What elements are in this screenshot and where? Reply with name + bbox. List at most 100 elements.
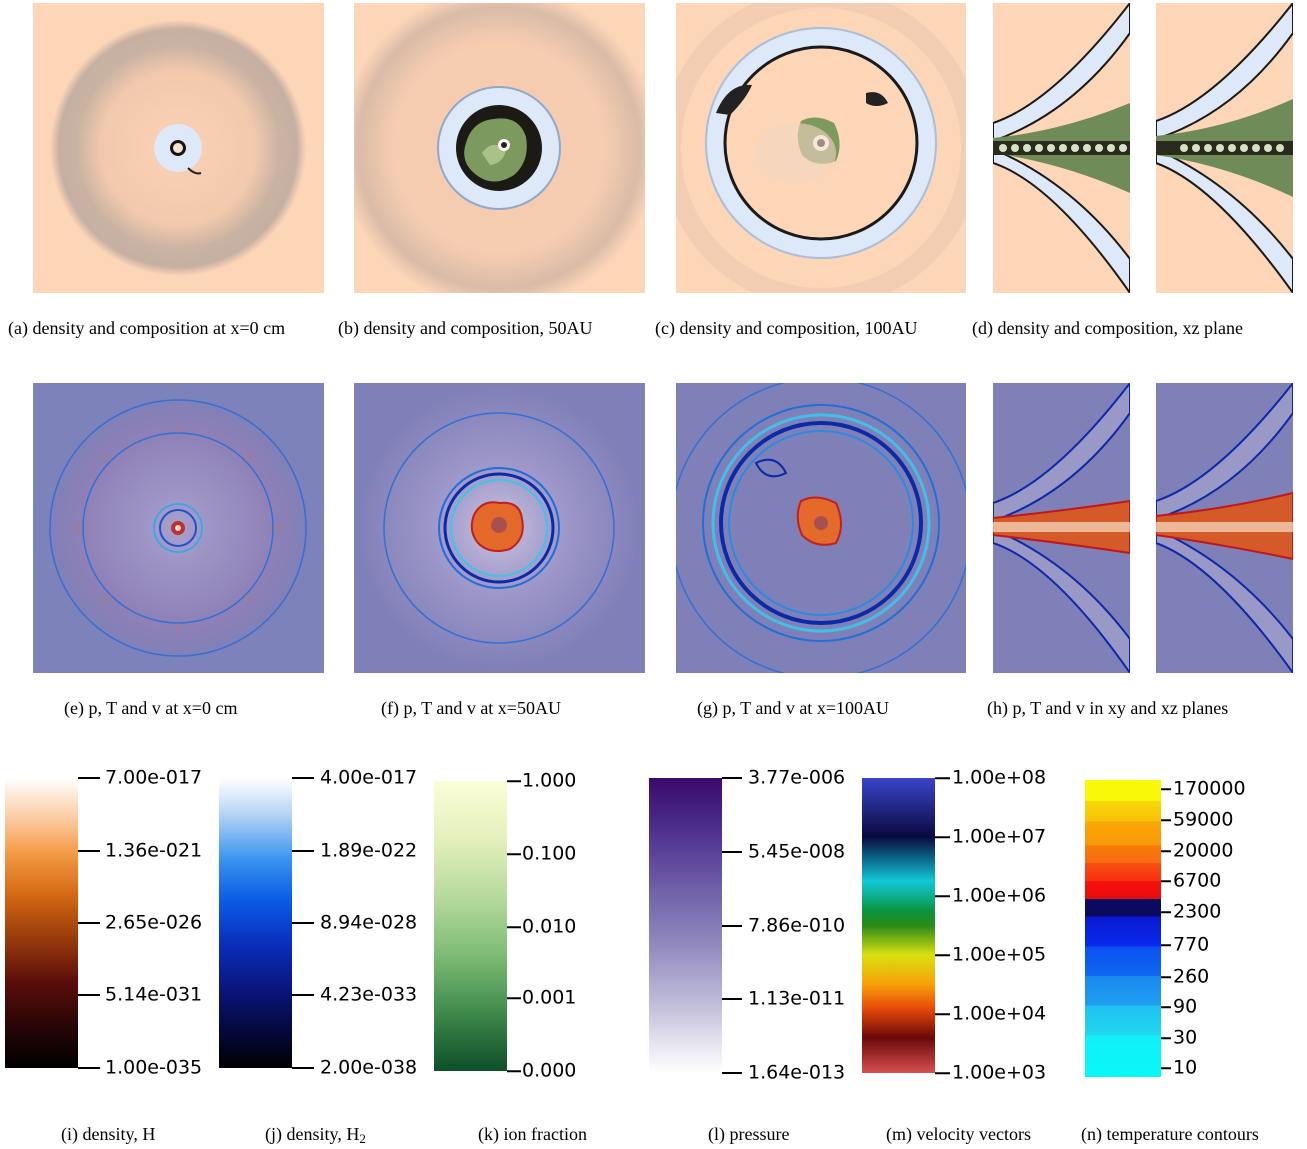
caption-j-subscript: 2 (359, 1131, 366, 1146)
colorbar-l-label: 1.13e-011 (748, 987, 846, 1010)
colorbar-l-tick (722, 998, 742, 1000)
colorbar-l-label: 3.77e-006 (748, 766, 846, 789)
caption-l: (l) pressure (708, 1124, 790, 1144)
colorbar-i-density-h (5, 778, 78, 1068)
colorbar-j-tick (292, 994, 314, 996)
colorbar-k-label: 0.010 (522, 915, 577, 938)
caption-k: (k) ion fraction (478, 1124, 587, 1144)
caption-f: (f) p, T and v at x=50AU (381, 698, 561, 718)
colorbar-k-label: 1.000 (522, 769, 577, 792)
colorbar-n-label: 59000 (1173, 808, 1234, 831)
colorbar-n-label: 90 (1173, 995, 1198, 1018)
colorbar-k-label: 0.100 (522, 842, 577, 865)
colorbar-n-label: 30 (1173, 1026, 1198, 1049)
colorbar-m-label: 1.00e+08 (952, 766, 1047, 789)
colorbar-n-label: 6700 (1173, 869, 1222, 892)
colorbar-l-tick (722, 851, 742, 853)
colorbar-m-tick (935, 777, 950, 779)
caption-b: (b) density and composition, 50AU (338, 318, 593, 338)
colorbar-i-label: 1.00e-035 (105, 1056, 203, 1079)
panel-b-density-50au (354, 3, 645, 293)
colorbar-i-label: 7.00e-017 (105, 766, 203, 789)
colorbar-i-label: 2.65e-026 (105, 911, 203, 934)
colorbar-j-density-h2 (219, 778, 292, 1068)
caption-i: (i) density, H (61, 1124, 156, 1144)
colorbar-n-label: 10 (1173, 1056, 1198, 1079)
colorbar-j-tick (292, 922, 314, 924)
panel-g-ptv-100au (676, 383, 966, 673)
colorbar-j-label: 8.94e-028 (320, 911, 418, 934)
colorbar-m-velocity (862, 778, 935, 1073)
colorbar-l-label: 1.64e-013 (748, 1061, 846, 1084)
colorbar-n-tick (1161, 1067, 1171, 1069)
colorbar-j-tick (292, 777, 314, 779)
colorbar-k-tick (507, 780, 521, 782)
panel-c-density-100au (676, 3, 966, 293)
colorbar-n-label: 20000 (1173, 839, 1234, 862)
colorbar-m-tick (935, 836, 950, 838)
colorbar-m-tick (935, 1072, 950, 1074)
caption-c: (c) density and composition, 100AU (655, 318, 918, 338)
colorbar-i-label: 5.14e-031 (105, 983, 203, 1006)
caption-a: (a) density and composition at x=0 cm (8, 318, 286, 338)
colorbar-k-tick (507, 1070, 521, 1072)
caption-e: (e) p, T and v at x=0 cm (64, 698, 238, 718)
colorbar-i-tick (78, 850, 100, 852)
colorbar-l-tick (722, 925, 742, 927)
colorbar-l-pressure (649, 778, 722, 1073)
caption-j-text: (j) density, H (265, 1124, 360, 1144)
caption-h: (h) p, T and v in xy and xz planes (987, 698, 1229, 718)
caption-n: (n) temperature contours (1081, 1124, 1259, 1144)
colorbar-l-label: 5.45e-008 (748, 840, 846, 863)
colorbar-n-tick (1161, 788, 1171, 790)
colorbar-k-tick (507, 853, 521, 855)
colorbar-l-tick (722, 777, 742, 779)
colorbar-i-tick (78, 994, 100, 996)
colorbar-m-label: 1.00e+03 (952, 1061, 1047, 1084)
colorbar-m-label: 1.00e+05 (952, 943, 1047, 966)
colorbar-j-label: 1.89e-022 (320, 839, 418, 862)
colorbar-k-tick (507, 926, 521, 928)
colorbar-m-label: 1.00e+04 (952, 1002, 1047, 1025)
colorbar-i-tick (78, 777, 100, 779)
colorbar-k-label: 0.001 (522, 986, 577, 1009)
colorbar-j-label: 2.00e-038 (320, 1056, 418, 1079)
panel-d-density-xz-left (993, 3, 1130, 293)
colorbar-n-label: 260 (1173, 965, 1210, 988)
colorbar-m-label: 1.00e+07 (952, 825, 1047, 848)
colorbar-j-tick (292, 850, 314, 852)
colorbar-n-tick (1161, 944, 1171, 946)
panel-e-ptv-x0 (33, 383, 324, 673)
colorbar-i-tick (78, 1067, 100, 1069)
colorbar-n-label: 2300 (1173, 900, 1222, 923)
colorbar-n-temperature (1085, 780, 1161, 1077)
colorbar-n-label: 770 (1173, 933, 1210, 956)
colorbar-k-tick (507, 997, 521, 999)
caption-m: (m) velocity vectors (886, 1124, 1031, 1144)
colorbar-n-tick (1161, 1006, 1171, 1008)
colorbar-k-label: 0.000 (522, 1059, 577, 1082)
colorbar-n-tick (1161, 819, 1171, 821)
colorbar-m-tick (935, 895, 950, 897)
colorbar-i-label: 1.36e-021 (105, 839, 203, 862)
panel-h-ptv-xz-right (1156, 383, 1293, 673)
colorbar-m-label: 1.00e+06 (952, 884, 1047, 907)
panel-h-ptv-xz-left (993, 383, 1130, 673)
colorbar-n-label: 170000 (1173, 777, 1246, 800)
colorbar-j-label: 4.23e-033 (320, 983, 418, 1006)
caption-g: (g) p, T and v at x=100AU (697, 698, 889, 718)
colorbar-l-label: 7.86e-010 (748, 914, 846, 937)
panel-d-density-xz-right (1156, 3, 1293, 293)
colorbar-i-tick (78, 922, 100, 924)
colorbar-n-tick (1161, 976, 1171, 978)
panel-f-ptv-50au (354, 383, 645, 673)
colorbar-j-tick (292, 1067, 314, 1069)
caption-j: (j) density, H2 (265, 1124, 366, 1147)
panel-a-density-x0 (33, 3, 324, 293)
colorbar-k-ion-fraction (434, 781, 507, 1071)
colorbar-n-tick (1161, 880, 1171, 882)
colorbar-j-label: 4.00e-017 (320, 766, 418, 789)
colorbar-n-tick (1161, 850, 1171, 852)
colorbar-n-tick (1161, 911, 1171, 913)
colorbar-m-tick (935, 1013, 950, 1015)
